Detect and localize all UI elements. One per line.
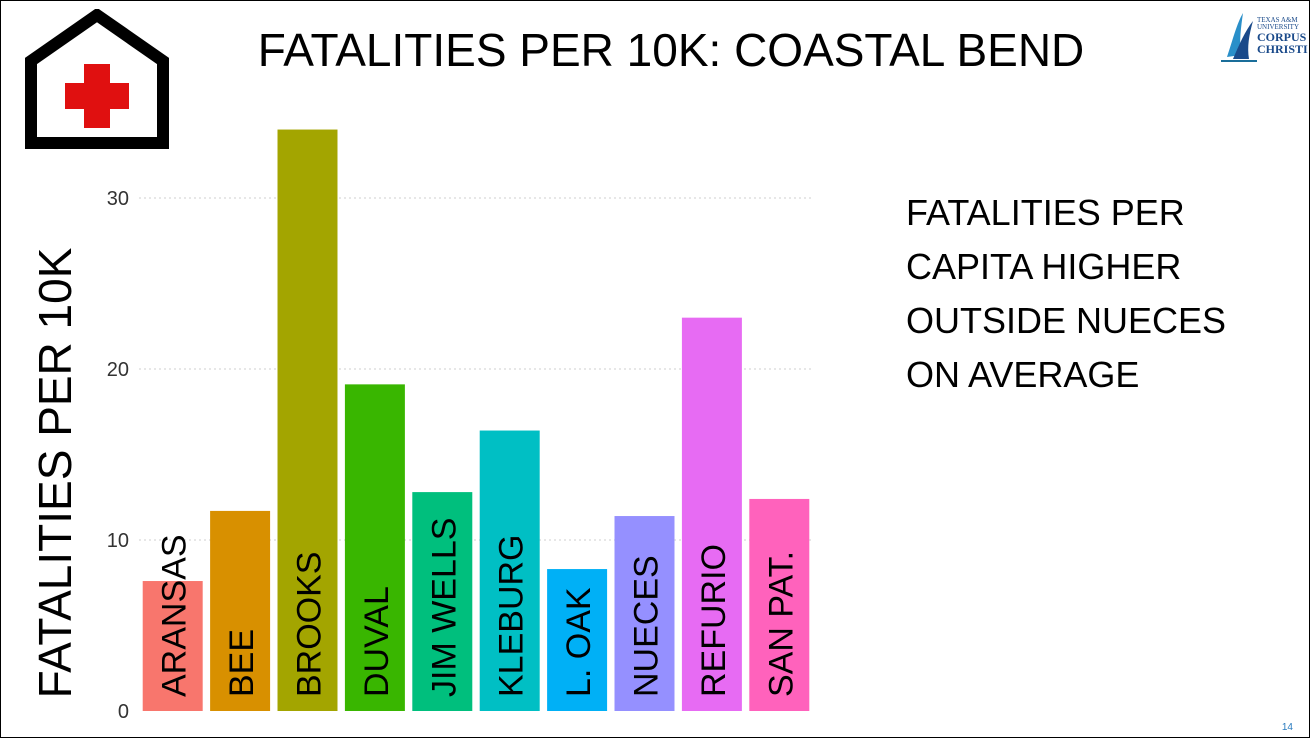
logo-line2: UNIVERSITY: [1257, 23, 1299, 31]
bar: [479, 430, 540, 711]
bar-category-label: BROOKS: [291, 552, 329, 697]
bar: [547, 569, 608, 711]
bar: [749, 498, 810, 711]
bar-category-label: BEE: [223, 629, 261, 697]
bar: [277, 129, 338, 711]
callout-line: FATALITIES PER: [906, 192, 1185, 233]
callout-line: OUTSIDE NUECES: [906, 300, 1227, 341]
callout-line: ON AVERAGE: [906, 354, 1140, 395]
bar: [142, 581, 203, 711]
y-axis-label: FATALITIES PER 10K: [29, 247, 81, 698]
bar-category-label: SAN PAT.: [762, 551, 800, 697]
bar-category-label: ARANSAS: [156, 535, 194, 698]
bar-category-label: L. OAK: [560, 587, 598, 697]
callout-line: CAPITA HIGHER: [906, 246, 1182, 287]
logo-line4: CHRISTI: [1257, 42, 1308, 56]
bar-category-label: REFURIO: [695, 544, 733, 697]
page-number: 14: [1281, 722, 1293, 733]
bar: [614, 516, 675, 711]
bar-category-label: NUECES: [628, 555, 666, 697]
house-red-cross-icon: [25, 9, 169, 149]
callout-text: FATALITIES PER CAPITA HIGHER OUTSIDE NUE…: [906, 186, 1286, 402]
logo-line3: CORPUS: [1257, 30, 1307, 44]
bar-chart: 0 10 20 30 FATALITIES PER 10K ARANSAS BEE BROOK…: [29, 129, 813, 723]
bar: [412, 492, 473, 711]
y-tick-label: 0: [118, 701, 129, 723]
bar: [681, 317, 742, 711]
y-tick-label: 20: [107, 359, 129, 381]
bar-category-label: DUVAL: [358, 586, 396, 697]
logo-line1: TEXAS A&M: [1257, 16, 1298, 24]
slide-title: FATALITIES PER 10K: COASTAL BEND: [257, 24, 1085, 76]
y-tick-label: 10: [107, 530, 129, 552]
bar: [210, 510, 271, 711]
bar-category-label: JIM WELLS: [425, 518, 463, 697]
bar-category-label: KLEBURG: [493, 535, 531, 698]
logo-text: TEXAS A&M UNIVERSITY CORPUS CHRISTI: [1257, 16, 1308, 56]
y-tick-label: 30: [107, 188, 129, 210]
logo-emblem-icon: [1221, 13, 1257, 62]
university-logo: TEXAS A&M UNIVERSITY CORPUS CHRISTI: [1219, 9, 1308, 63]
bar: [344, 384, 405, 711]
